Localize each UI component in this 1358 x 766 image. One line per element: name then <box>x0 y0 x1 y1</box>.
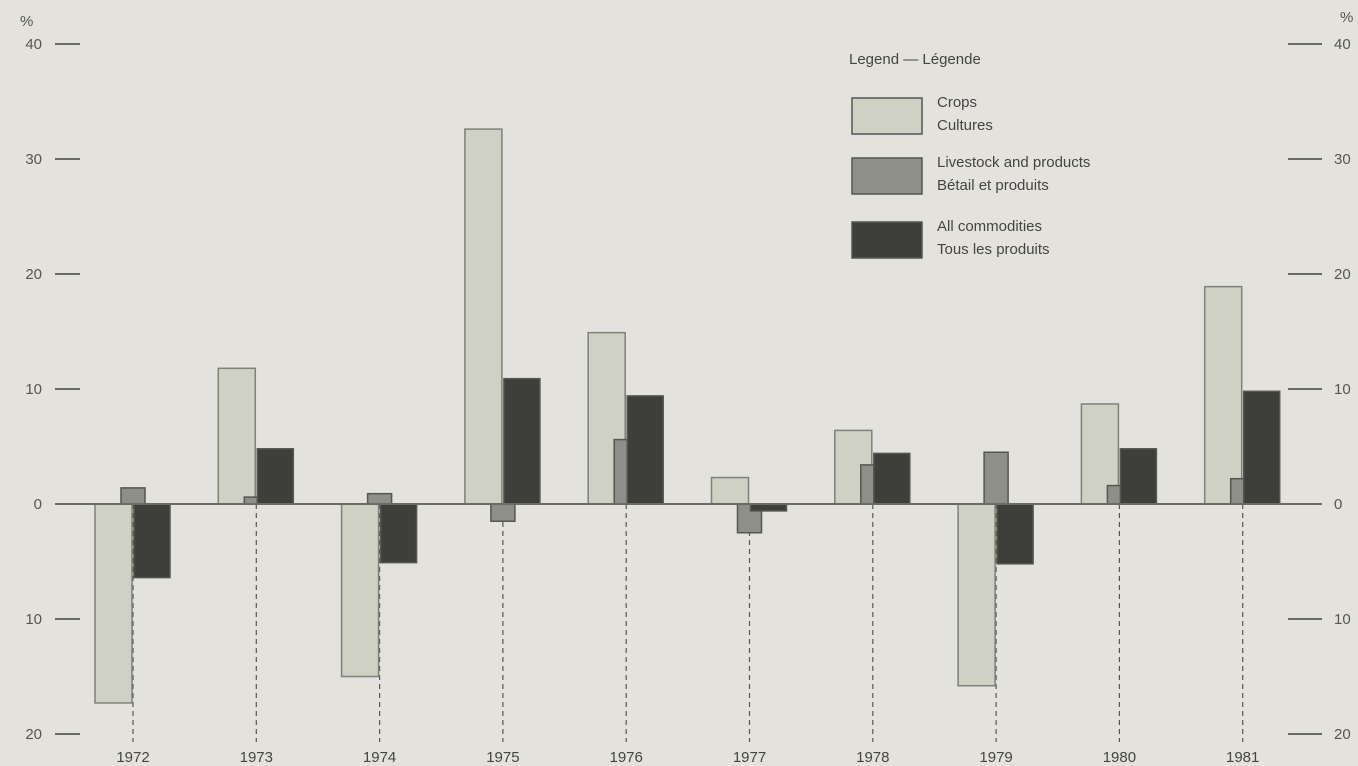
legend-title: Legend — Légende <box>849 51 981 68</box>
livestock-bar <box>120 487 146 505</box>
left-tick-label: 30 <box>25 151 42 168</box>
year-label: 1975 <box>486 749 519 766</box>
left-tick-label: 40 <box>25 36 42 53</box>
crops-bar <box>957 503 996 687</box>
year-label: 1978 <box>856 749 889 766</box>
all-commodities-bar <box>503 377 541 505</box>
legend-swatch <box>851 221 923 259</box>
legend-label-fr: Bétail et produits <box>937 177 1049 194</box>
bars <box>94 128 1281 704</box>
crops-bar <box>94 503 133 704</box>
legend-label: Livestock and products <box>937 154 1090 171</box>
all-commodities-bar <box>996 503 1034 565</box>
right-tick-label: 10 <box>1334 611 1351 628</box>
all-commodities-bar <box>133 503 171 579</box>
legend-label-fr: Tous les produits <box>937 241 1050 258</box>
legend-swatch <box>851 157 923 195</box>
left-tick-label: 20 <box>25 726 42 743</box>
right-tick-label: 0 <box>1334 496 1342 513</box>
all-commodities-bar <box>379 503 418 564</box>
crops-bar <box>710 476 750 505</box>
year-label: 1976 <box>610 749 643 766</box>
left-tick-label: 10 <box>25 381 42 398</box>
left-tick-label: 0 <box>34 496 42 513</box>
all-commodities-bar <box>256 448 295 505</box>
right-tick-label: 20 <box>1334 266 1351 283</box>
left-tick-label: 20 <box>25 266 42 283</box>
left-axis: % 20 10 0 10 20 30 40 <box>20 13 80 743</box>
livestock-bar <box>490 503 516 522</box>
all-commodities-bar <box>626 395 664 505</box>
all-commodities-bar <box>1119 448 1158 505</box>
crops-bar <box>217 367 257 505</box>
year-label: 1974 <box>363 749 396 766</box>
livestock-bar <box>983 451 1009 505</box>
year-labels: 1972 1973 1974 1975 1976 1977 1978 1979 1980 1981 <box>116 749 1259 766</box>
livestock-bar <box>366 492 393 505</box>
all-commodities-bar <box>873 452 911 505</box>
year-label: 1973 <box>240 749 273 766</box>
left-unit-label: % <box>20 13 33 30</box>
crops-bar <box>340 503 380 678</box>
right-axis: % 20 10 0 10 20 30 40 <box>1288 9 1353 743</box>
year-label: 1980 <box>1103 749 1136 766</box>
right-tick-label: 10 <box>1334 381 1351 398</box>
crops-bar <box>1203 285 1243 505</box>
right-tick-label: 40 <box>1334 36 1351 53</box>
legend-label: Crops <box>937 94 977 111</box>
year-label: 1981 <box>1226 749 1259 766</box>
all-commodities-bar <box>1242 390 1281 505</box>
legend-swatch <box>851 97 923 135</box>
crops-bar <box>464 128 503 505</box>
year-guides <box>132 504 1244 742</box>
year-label: 1972 <box>116 749 149 766</box>
right-tick-label: 30 <box>1334 151 1351 168</box>
right-tick-label: 20 <box>1334 726 1351 743</box>
legend-label: All commodities <box>937 218 1042 235</box>
right-unit-label: % <box>1340 9 1353 26</box>
year-label: 1979 <box>979 749 1012 766</box>
legend-label-fr: Cultures <box>937 117 993 134</box>
all-commodities-bar <box>749 503 788 512</box>
year-label: 1977 <box>733 749 766 766</box>
left-tick-label: 10 <box>25 611 42 628</box>
legend: Legend — Légende Crops Cultures Livestock … <box>849 51 1090 259</box>
